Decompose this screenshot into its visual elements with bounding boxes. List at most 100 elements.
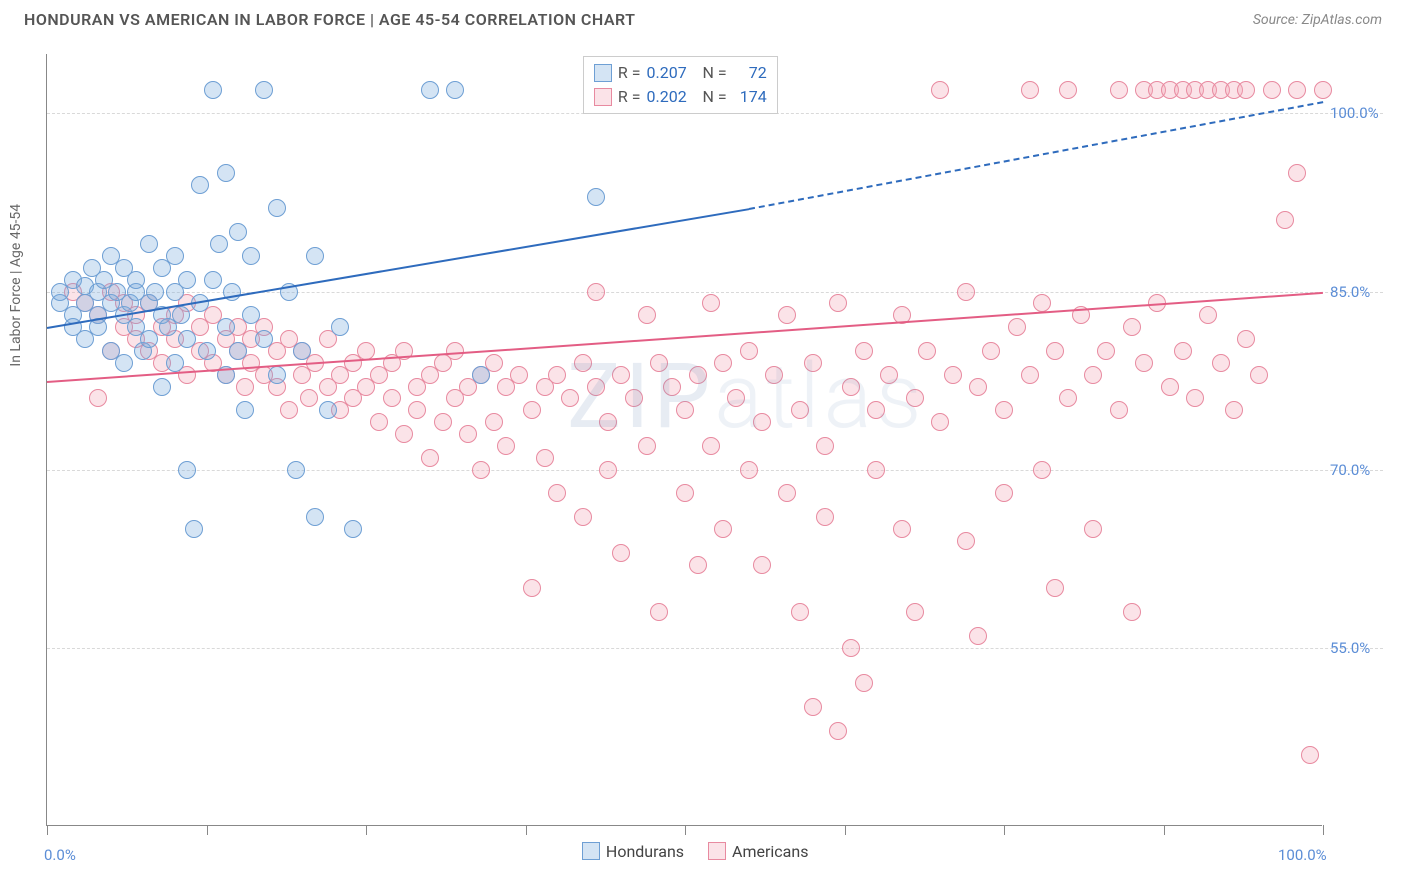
scatter-point — [906, 389, 924, 407]
scatter-point — [300, 389, 318, 407]
scatter-point — [1110, 401, 1128, 419]
legend-row: R =0.207N =72 — [594, 61, 767, 85]
scatter-point — [1212, 354, 1230, 372]
scatter-point — [1033, 294, 1051, 312]
scatter-point — [89, 389, 107, 407]
scatter-point — [816, 437, 834, 455]
legend-swatch — [594, 88, 612, 106]
y-tick-label: 70.0% — [1330, 461, 1370, 479]
scatter-point — [210, 235, 228, 253]
scatter-point — [331, 318, 349, 336]
x-tick-label: 100.0% — [1278, 846, 1327, 864]
x-tick — [366, 825, 367, 835]
scatter-point — [855, 342, 873, 360]
scatter-point — [587, 378, 605, 396]
scatter-point — [957, 532, 975, 550]
scatter-point — [1084, 520, 1102, 538]
legend-label: Americans — [732, 842, 808, 861]
x-tick — [526, 825, 527, 835]
chart-title: HONDURAN VS AMERICAN IN LABOR FORCE | AG… — [24, 10, 636, 29]
gridline-h — [47, 648, 1383, 649]
legend-swatch — [582, 842, 600, 860]
scatter-point — [1237, 81, 1255, 99]
scatter-point — [357, 342, 375, 360]
scatter-point — [791, 401, 809, 419]
scatter-point — [370, 413, 388, 431]
x-tick — [47, 825, 48, 835]
scatter-point — [178, 461, 196, 479]
scatter-point — [1123, 603, 1141, 621]
scatter-point — [421, 81, 439, 99]
scatter-point — [166, 247, 184, 265]
x-tick — [1323, 825, 1324, 835]
legend-r-value: 0.202 — [647, 85, 697, 109]
plot-area: ZIPatlas R =0.207N =72R =0.202N =174 — [46, 54, 1322, 826]
scatter-point — [880, 366, 898, 384]
scatter-point — [191, 176, 209, 194]
scatter-point — [446, 342, 464, 360]
scatter-point — [650, 603, 668, 621]
x-tick — [845, 825, 846, 835]
legend-series: HonduransAmericans — [582, 842, 809, 861]
scatter-point — [1288, 81, 1306, 99]
header: HONDURAN VS AMERICAN IN LABOR FORCE | AG… — [0, 0, 1406, 35]
scatter-point — [485, 413, 503, 431]
scatter-point — [931, 81, 949, 99]
scatter-point — [778, 484, 796, 502]
scatter-point — [561, 389, 579, 407]
scatter-point — [236, 401, 254, 419]
scatter-point — [893, 520, 911, 538]
gridline-h — [47, 470, 1383, 471]
scatter-point — [1225, 401, 1243, 419]
scatter-point — [523, 401, 541, 419]
scatter-point — [906, 603, 924, 621]
y-axis-label: In Labor Force | Age 45-54 — [8, 204, 24, 367]
scatter-point — [523, 579, 541, 597]
scatter-point — [714, 520, 732, 538]
scatter-point — [166, 354, 184, 372]
source-credit: Source: ZipAtlas.com — [1253, 12, 1382, 28]
scatter-point — [280, 401, 298, 419]
legend-r-label: R = — [618, 61, 641, 85]
scatter-point — [472, 366, 490, 384]
scatter-point — [497, 437, 515, 455]
scatter-point — [1110, 81, 1128, 99]
scatter-point — [1301, 746, 1319, 764]
scatter-point — [548, 484, 566, 502]
scatter-point — [702, 294, 720, 312]
legend-r-label: R = — [618, 85, 641, 109]
legend-correlation: R =0.207N =72R =0.202N =174 — [583, 56, 778, 114]
scatter-point — [1186, 389, 1204, 407]
scatter-point — [229, 342, 247, 360]
scatter-point — [982, 342, 1000, 360]
scatter-point — [1021, 366, 1039, 384]
scatter-point — [638, 306, 656, 324]
scatter-point — [574, 354, 592, 372]
scatter-point — [172, 306, 190, 324]
scatter-point — [1250, 366, 1268, 384]
scatter-point — [842, 639, 860, 657]
scatter-point — [714, 354, 732, 372]
scatter-point — [1174, 342, 1192, 360]
scatter-point — [689, 366, 707, 384]
scatter-point — [217, 164, 235, 182]
scatter-point — [287, 461, 305, 479]
scatter-point — [727, 389, 745, 407]
scatter-point — [146, 283, 164, 301]
x-tick — [207, 825, 208, 835]
scatter-point — [548, 366, 566, 384]
legend-row: R =0.202N =174 — [594, 85, 767, 109]
scatter-point — [842, 378, 860, 396]
legend-n-label: N = — [703, 61, 727, 85]
scatter-point — [765, 366, 783, 384]
scatter-point — [625, 389, 643, 407]
scatter-point — [127, 271, 145, 289]
scatter-point — [1059, 81, 1077, 99]
scatter-point — [204, 81, 222, 99]
scatter-point — [957, 283, 975, 301]
scatter-point — [306, 247, 324, 265]
scatter-point — [804, 698, 822, 716]
scatter-point — [829, 722, 847, 740]
scatter-point — [969, 378, 987, 396]
y-tick-label: 85.0% — [1330, 283, 1370, 301]
